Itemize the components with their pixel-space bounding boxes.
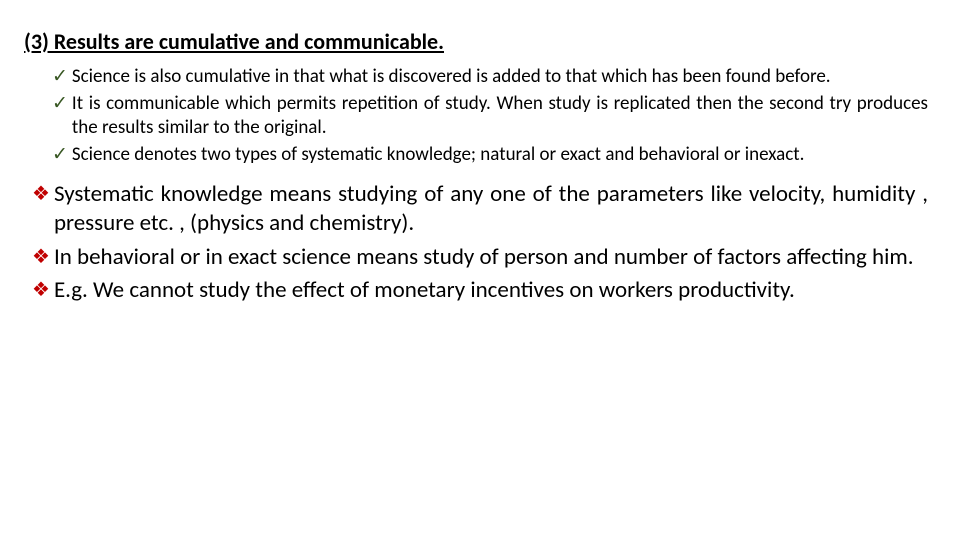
diamond-item: ❖ In behavioral or in exact science mean… [32,243,928,272]
check-icon: ✓ [52,65,68,90]
diamond-icon: ❖ [32,182,50,239]
checklist-text: Science denotes two types of systematic … [72,143,928,168]
diamond-item: ❖ E.g. We cannot study the effect of mon… [32,276,928,305]
checklist-text: It is communicable which permits repetit… [72,92,928,141]
checklist-item: ✓ Science is also cumulative in that wha… [52,65,928,90]
checklist-text: Science is also cumulative in that what … [72,65,928,90]
diamond-item: ❖ Systematic knowledge means studying of… [32,180,928,239]
check-icon: ✓ [52,92,68,141]
checklist-item: ✓ Science denotes two types of systemati… [52,143,928,168]
diamond-icon: ❖ [32,245,50,272]
diamond-icon: ❖ [32,278,50,305]
diamond-list: ❖ Systematic knowledge means studying of… [32,180,928,306]
section-heading: (3) Results are cumulative and communica… [24,28,928,55]
diamond-text: Systematic knowledge means studying of a… [54,180,928,239]
check-icon: ✓ [52,143,68,168]
checklist: ✓ Science is also cumulative in that wha… [52,65,928,168]
diamond-text: E.g. We cannot study the effect of monet… [54,276,928,305]
checklist-item: ✓ It is communicable which permits repet… [52,92,928,141]
diamond-text: In behavioral or in exact science means … [54,243,928,272]
